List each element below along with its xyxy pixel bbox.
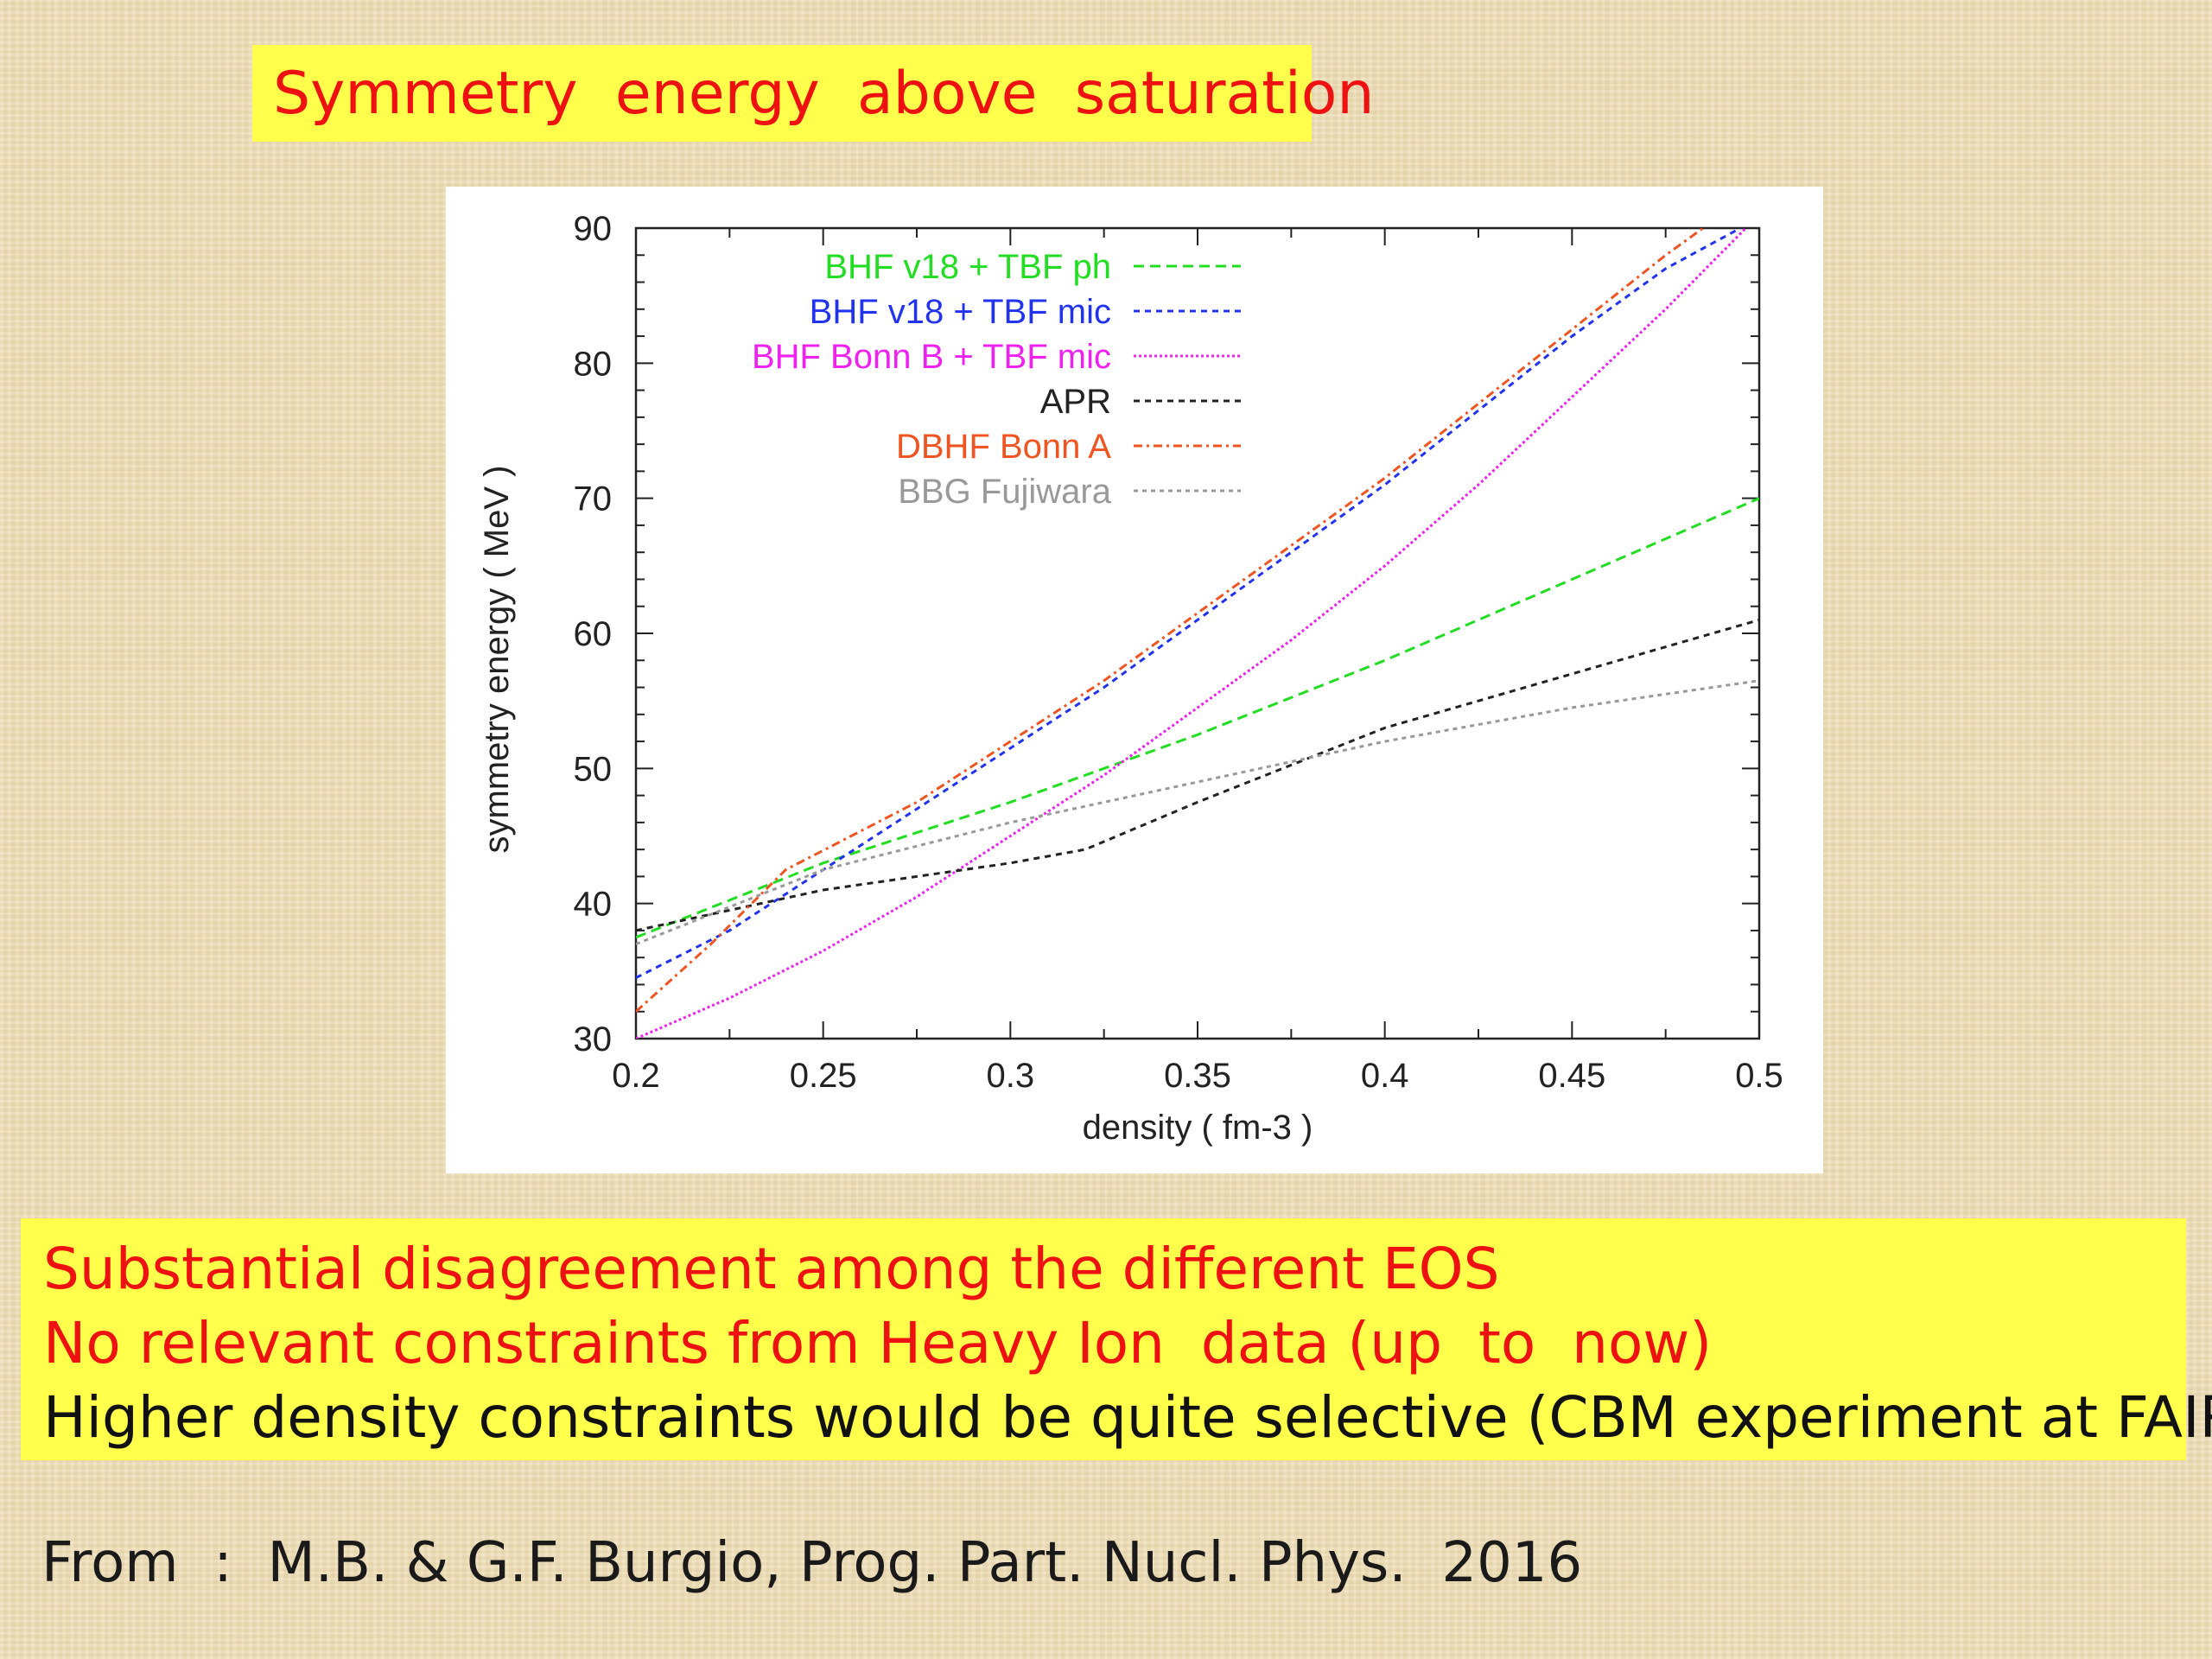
chart-panel: 0.2 0.25 0.3 0.35 0.4 0.45 0.5 30 40 50 60 70 80 90 d…: [446, 187, 1823, 1173]
note-line-3: Higher density constraints would be quit…: [43, 1384, 2212, 1451]
x-tick-label: 0.35: [1164, 1057, 1231, 1095]
series-line-6: [636, 679, 1759, 945]
x-tick-label: 0.25: [790, 1057, 857, 1095]
x-axis-label: density ( fm-3 ): [1083, 1109, 1313, 1147]
symmetry-energy-chart: 0.2 0.25 0.3 0.35 0.4 0.45 0.5 30 40 50 60 70 80 90 d…: [478, 210, 1783, 1147]
y-tick-label: 40: [574, 886, 613, 924]
series-line-1: [636, 497, 1759, 939]
legend-label-3: BHF Bonn B + TBF mic: [752, 338, 1111, 376]
series-lines: [636, 228, 1759, 1039]
x-tick-label: 0.3: [987, 1057, 1035, 1095]
legend: BHF v18 + TBF ph BHF v18 + TBF mic BHF Bon…: [752, 248, 1241, 511]
x-tick-label: 0.2: [612, 1057, 660, 1095]
series-line-3: [636, 228, 1748, 1039]
x-tick-label: 0.5: [1735, 1057, 1783, 1095]
legend-label-6: BBG Fujiwara: [898, 473, 1111, 511]
y-tick-label: 30: [574, 1020, 613, 1058]
x-tick-label: 0.45: [1538, 1057, 1605, 1095]
series-line-4: [636, 618, 1759, 932]
y-tick-label: 50: [574, 750, 613, 788]
y-tick-label: 90: [574, 210, 613, 248]
plot-frame: [634, 226, 1761, 1040]
y-tick-label: 60: [574, 615, 613, 653]
legend-label-5: DBHF Bonn A: [896, 428, 1111, 466]
legend-label-1: BHF v18 + TBF ph: [824, 248, 1111, 286]
x-tick-label: 0.4: [1361, 1057, 1409, 1095]
notes-box: Substantial disagreement among the diffe…: [21, 1218, 2212, 1460]
y-tick-label: 80: [574, 345, 613, 383]
note-line-2: No relevant constraints from Heavy Ion d…: [43, 1310, 1713, 1376]
series-line-5: [636, 228, 1706, 1013]
title-banner: Symmetry energy above saturation: [252, 45, 1374, 142]
tick-marks: [635, 227, 1760, 1039]
slide-title: Symmetry energy above saturation: [273, 59, 1375, 128]
legend-label-4: APR: [1040, 383, 1111, 421]
y-tick-label: 70: [574, 480, 613, 518]
legend-label-2: BHF v18 + TBF mic: [810, 293, 1111, 331]
tick-labels: 0.2 0.25 0.3 0.35 0.4 0.45 0.5 30 40 50 60 70 80 90: [574, 210, 1783, 1095]
source-citation: From : M.B. & G.F. Burgio, Prog. Part. N…: [41, 1531, 1583, 1595]
note-line-1: Substantial disagreement among the diffe…: [43, 1236, 1500, 1302]
y-axis-label: symmetry energy ( MeV ): [478, 466, 516, 854]
